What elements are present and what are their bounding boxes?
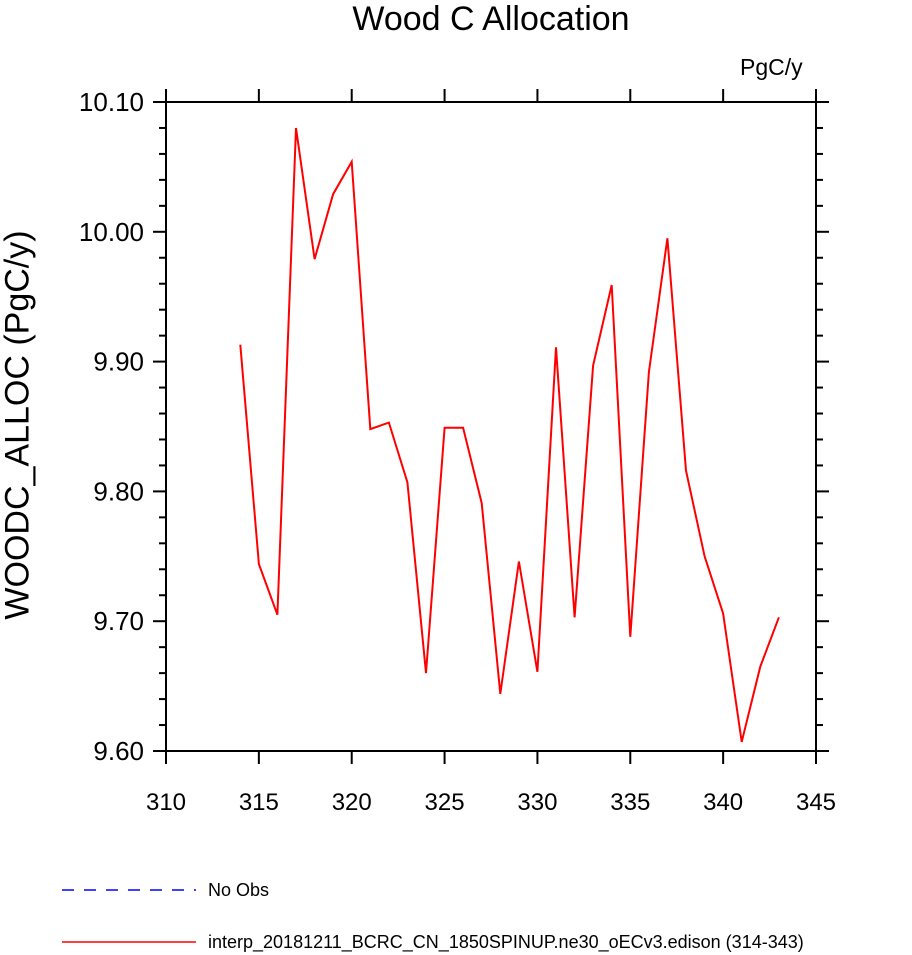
chart-title: Wood C Allocation: [352, 0, 630, 38]
x-tick-label: 345: [796, 789, 836, 816]
series-line-model: [239, 127, 780, 743]
y-tick-label: 9.70: [93, 606, 144, 636]
x-tick-label: 340: [703, 789, 743, 816]
x-tick-label: 315: [239, 789, 279, 816]
y-tick-label: 10.10: [79, 87, 144, 117]
y-tick-label: 9.80: [93, 476, 144, 506]
legend-label-obs: No Obs: [208, 880, 270, 900]
y-tick-label: 9.60: [93, 736, 144, 766]
x-tick-label: 320: [332, 789, 372, 816]
units-label: PgC/y: [740, 54, 803, 80]
x-tick-label: 310: [146, 789, 186, 816]
x-tick-label: 335: [610, 789, 650, 816]
x-tick-label: 325: [425, 789, 465, 816]
y-tick-label: 10.00: [79, 217, 144, 247]
x-tick-label: 330: [517, 789, 557, 816]
y-tick-label: 9.90: [93, 347, 144, 377]
legend-label-model: interp_20181211_BCRC_CN_1850SPINUP.ne30_…: [208, 932, 804, 952]
plot-area: [153, 89, 829, 764]
plot-frame: [165, 101, 817, 752]
y-axis-label: WOODC_ALLOC (PgC/y): [0, 230, 37, 620]
